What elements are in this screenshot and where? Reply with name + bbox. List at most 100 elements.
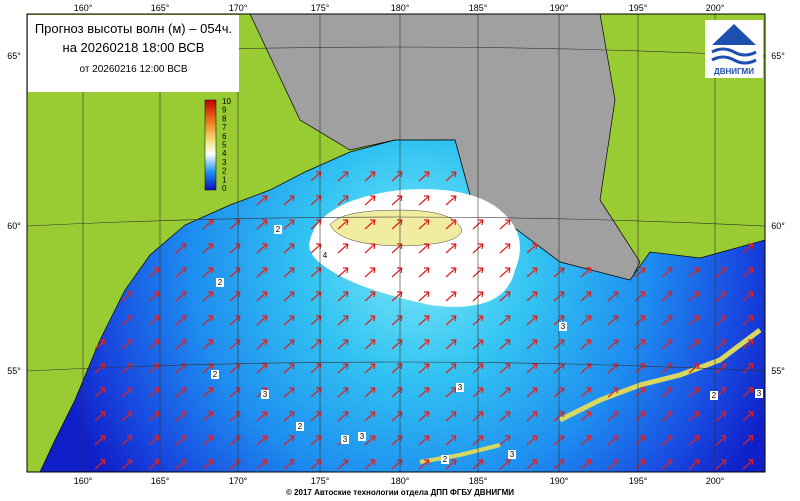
contour-label: 3 [458, 383, 463, 392]
wave-arrow [364, 267, 376, 278]
wave-arrow [742, 243, 754, 254]
wave-arrow [742, 459, 754, 470]
wave-arrow [715, 315, 727, 326]
wave-arrow [391, 267, 403, 278]
wave-arrow [229, 291, 241, 302]
wave-arrow [202, 339, 214, 350]
wave-arrow [364, 315, 376, 326]
contour-label-bg [441, 455, 449, 464]
wave-arrow [202, 387, 214, 398]
wave-arrow [391, 411, 403, 422]
wave-arrow [94, 459, 106, 470]
logo-icon [712, 24, 756, 45]
wave-arrow [229, 363, 241, 374]
aleutian-islands [558, 328, 762, 423]
contour-label-bg [296, 422, 304, 431]
wave-arrow [526, 267, 538, 278]
wave-arrow [580, 339, 592, 350]
wave-arrow [391, 435, 403, 446]
wave-arrow [499, 243, 511, 254]
max-wave-zone [329, 209, 463, 247]
wave-arrow [607, 459, 619, 470]
wave-arrow [526, 411, 538, 422]
wave-arrow [229, 315, 241, 326]
contour-label-bg [261, 390, 269, 399]
lon-label-top: 165° [151, 3, 170, 13]
wave-arrow [283, 243, 295, 254]
title-box: Прогноз высоты волн (м) – 054ч. на 20260… [28, 15, 239, 92]
colorbar-label: 6 [222, 132, 227, 141]
contour-label: 2 [213, 370, 218, 379]
wave-arrow [229, 219, 241, 230]
wave-arrow [175, 459, 187, 470]
lon-label-top: 180° [391, 3, 410, 13]
wave-arrow [607, 315, 619, 326]
colorbar-label: 0 [222, 184, 227, 193]
wave-arrow [148, 267, 160, 278]
islands [419, 443, 501, 464]
wave-arrow [256, 435, 268, 446]
wave-arrow [418, 267, 430, 278]
wave-arrow [661, 267, 673, 278]
wave-arrow [283, 435, 295, 446]
lon-label-top: 195° [629, 3, 648, 13]
wave-arrow [121, 411, 133, 422]
colorbar-label: 3 [222, 158, 227, 167]
colorbar-label: 8 [222, 114, 227, 123]
wave-arrow [445, 459, 457, 470]
wave-arrow [148, 411, 160, 422]
wave-arrow [661, 435, 673, 446]
footer: © 2017 Автоские технологии отдела ДПП ФГ… [286, 488, 514, 497]
wave-arrow [283, 339, 295, 350]
wave-arrow [256, 339, 268, 350]
wave-arrow [499, 387, 511, 398]
wave-arrow [364, 195, 376, 206]
wave-arrow [715, 459, 727, 470]
contour-label: 2 [712, 391, 717, 400]
wave-arrow [229, 267, 241, 278]
wave-arrow [445, 387, 457, 398]
wave-arrow [634, 459, 646, 470]
colorbar-label: 7 [222, 123, 227, 132]
wave-arrow [688, 411, 700, 422]
wave-arrow [337, 171, 349, 182]
lat-label-left: 55° [7, 366, 21, 376]
wave-arrow [337, 459, 349, 470]
wave-arrow [391, 339, 403, 350]
lon-label-top: 200° [706, 3, 725, 13]
wave-arrow [445, 219, 457, 230]
wave-arrow [715, 363, 727, 374]
contour-label-bg [710, 391, 718, 400]
wave-arrow [283, 195, 295, 206]
wave-arrow [580, 387, 592, 398]
wave-arrow [418, 243, 430, 254]
issue-time: от 20260216 12:00 ВСВ [79, 64, 188, 75]
wave-arrow [229, 387, 241, 398]
wave-arrow [661, 411, 673, 422]
colorbar [204, 99, 217, 191]
contour-label-bg [274, 225, 282, 234]
lon-label-bottom: 200° [706, 476, 725, 486]
wave-arrow [661, 339, 673, 350]
contour-label-bg [508, 450, 516, 459]
wave-arrow [634, 339, 646, 350]
wave-arrow [337, 411, 349, 422]
wave-arrow [256, 315, 268, 326]
wave-arrow [94, 387, 106, 398]
lon-label-bottom: 160° [74, 476, 93, 486]
contour-label: 2 [298, 422, 303, 431]
wave-arrow [256, 411, 268, 422]
contour-label: 3 [561, 322, 566, 331]
wave-arrow [148, 315, 160, 326]
wave-arrow [148, 339, 160, 350]
wave-arrow [391, 459, 403, 470]
sea [39, 139, 766, 473]
wave-arrow [742, 435, 754, 446]
wave-arrow [445, 411, 457, 422]
wave-arrow [418, 435, 430, 446]
lon-label-top: 190° [550, 3, 569, 13]
wave-arrow [391, 219, 403, 230]
contour-label-bg [321, 251, 329, 260]
wave-arrow [715, 267, 727, 278]
